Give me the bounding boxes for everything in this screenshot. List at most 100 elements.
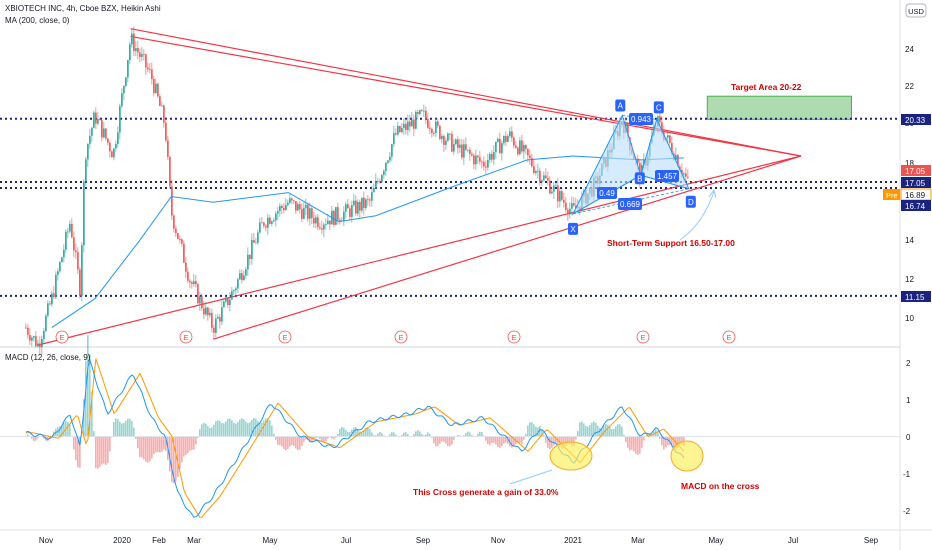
candle-body bbox=[417, 111, 419, 114]
candle-body bbox=[553, 185, 555, 192]
candle-body bbox=[443, 136, 445, 145]
candle-body bbox=[99, 118, 101, 121]
candle-body bbox=[121, 93, 123, 107]
cross-gain-arrow bbox=[509, 469, 553, 485]
earnings-marker[interactable] bbox=[636, 330, 650, 344]
time-label: 2021 bbox=[564, 536, 582, 545]
macd-signal-line[interactable] bbox=[25, 358, 685, 519]
chart-legend[interactable]: XBIOTECH INC, 4h, Cboe BZX, Heikin Ashi … bbox=[5, 4, 161, 362]
symbol-legend[interactable]: XBIOTECH INC, 4h, Cboe BZX, Heikin Ashi bbox=[5, 4, 161, 13]
candle-body bbox=[223, 301, 225, 308]
candle-body bbox=[495, 141, 497, 153]
candle-body bbox=[459, 144, 461, 148]
candle-body bbox=[203, 308, 205, 315]
candle-body bbox=[127, 60, 129, 78]
candle-body bbox=[113, 148, 115, 158]
candle-body bbox=[423, 110, 425, 112]
candle-body bbox=[481, 161, 483, 163]
earnings-marker[interactable] bbox=[55, 330, 69, 344]
candle-body bbox=[41, 339, 43, 348]
candle-body bbox=[209, 312, 211, 316]
candle-body bbox=[401, 127, 403, 133]
candle-body bbox=[661, 122, 663, 133]
candle-body bbox=[45, 315, 47, 332]
candle-body bbox=[29, 334, 31, 341]
candle-body bbox=[365, 199, 367, 208]
triangle-lower-line[interactable] bbox=[38, 155, 802, 346]
earnings-marker[interactable] bbox=[278, 330, 292, 344]
candle-body bbox=[283, 207, 285, 211]
candle-body bbox=[637, 158, 639, 163]
candle-body bbox=[81, 245, 83, 296]
candle-body bbox=[345, 204, 347, 212]
triangle-upper-line-2[interactable] bbox=[130, 35, 802, 157]
candle-body bbox=[243, 275, 245, 281]
pattern-point-c-bg bbox=[653, 101, 664, 114]
ma-legend[interactable]: MA (200, close, 0) bbox=[5, 16, 70, 25]
candle-body bbox=[129, 44, 131, 61]
time-axis[interactable]: Nov 2020 Feb Mar May Jul Sep Nov 2021 Ma… bbox=[39, 536, 879, 545]
candle-body bbox=[455, 139, 457, 145]
candle-body bbox=[493, 152, 495, 160]
candle-body bbox=[491, 153, 493, 160]
candle-body bbox=[561, 191, 563, 200]
macd-axis[interactable]: 2 1 0 -1 -2 bbox=[903, 359, 911, 516]
candle-body bbox=[155, 83, 157, 93]
ma-200-line[interactable] bbox=[51, 155, 684, 329]
candle-body bbox=[261, 222, 263, 224]
time-label: Nov bbox=[491, 536, 505, 545]
macd-on-cross-label: MACD on the cross bbox=[681, 481, 760, 491]
candle-body bbox=[135, 48, 137, 51]
candle-body bbox=[461, 144, 463, 158]
candle-body bbox=[391, 144, 393, 157]
candle-body bbox=[163, 105, 165, 123]
macd-legend[interactable]: MACD (12, 26, close, 9) bbox=[5, 353, 91, 362]
time-label: May bbox=[262, 536, 277, 545]
pattern-ratio-bd: 1.457 bbox=[657, 172, 678, 181]
candle-body bbox=[565, 202, 567, 210]
candle-body bbox=[225, 297, 227, 302]
candle-body bbox=[95, 112, 97, 124]
earnings-marker[interactable] bbox=[507, 330, 521, 344]
candle-body bbox=[469, 149, 471, 155]
triangle-upper-line[interactable] bbox=[130, 28, 802, 157]
candle-body bbox=[643, 160, 645, 165]
pattern-point-a-bg bbox=[615, 99, 626, 112]
candle-body bbox=[101, 120, 103, 138]
earnings-marker[interactable] bbox=[179, 330, 193, 344]
level-badge-17-05-text: 17.05 bbox=[905, 179, 926, 188]
candle-body bbox=[37, 343, 39, 347]
candle-body bbox=[431, 128, 433, 134]
candle-body bbox=[137, 48, 139, 53]
candle-body bbox=[465, 144, 467, 150]
candle-body bbox=[333, 210, 335, 225]
triangle-lower-line-2[interactable] bbox=[213, 155, 802, 340]
candle-body bbox=[457, 139, 459, 148]
earnings-marker[interactable] bbox=[722, 330, 736, 344]
candle-body bbox=[509, 131, 511, 137]
last-price-badge-text: 17.05 bbox=[905, 167, 926, 176]
macd-line[interactable] bbox=[25, 358, 685, 518]
candle-body bbox=[677, 155, 679, 167]
candle-body bbox=[183, 243, 185, 263]
support-label: Short-Term Support 16.50-17.00 bbox=[607, 238, 735, 248]
candle-body bbox=[293, 200, 295, 202]
macd-tick-label: 1 bbox=[906, 396, 911, 405]
candle-body bbox=[351, 205, 353, 217]
candle-body bbox=[523, 145, 525, 152]
candle-body bbox=[273, 220, 275, 222]
candle-body bbox=[563, 199, 565, 203]
candle-body bbox=[251, 239, 253, 259]
candle-body bbox=[521, 140, 523, 152]
earnings-marker[interactable] bbox=[394, 330, 408, 344]
price-axis[interactable]: USD 24 22 20 18 16 14 12 10 20.33 17.05 … bbox=[883, 3, 932, 323]
macd-cross-highlight-1 bbox=[549, 441, 593, 471]
candle-body bbox=[43, 331, 45, 340]
candle-body bbox=[669, 135, 671, 143]
currency-badge[interactable] bbox=[905, 3, 927, 18]
candle-body bbox=[149, 69, 151, 70]
candle-body bbox=[205, 307, 207, 315]
candle-body bbox=[387, 160, 389, 163]
support-arrow bbox=[679, 191, 715, 241]
